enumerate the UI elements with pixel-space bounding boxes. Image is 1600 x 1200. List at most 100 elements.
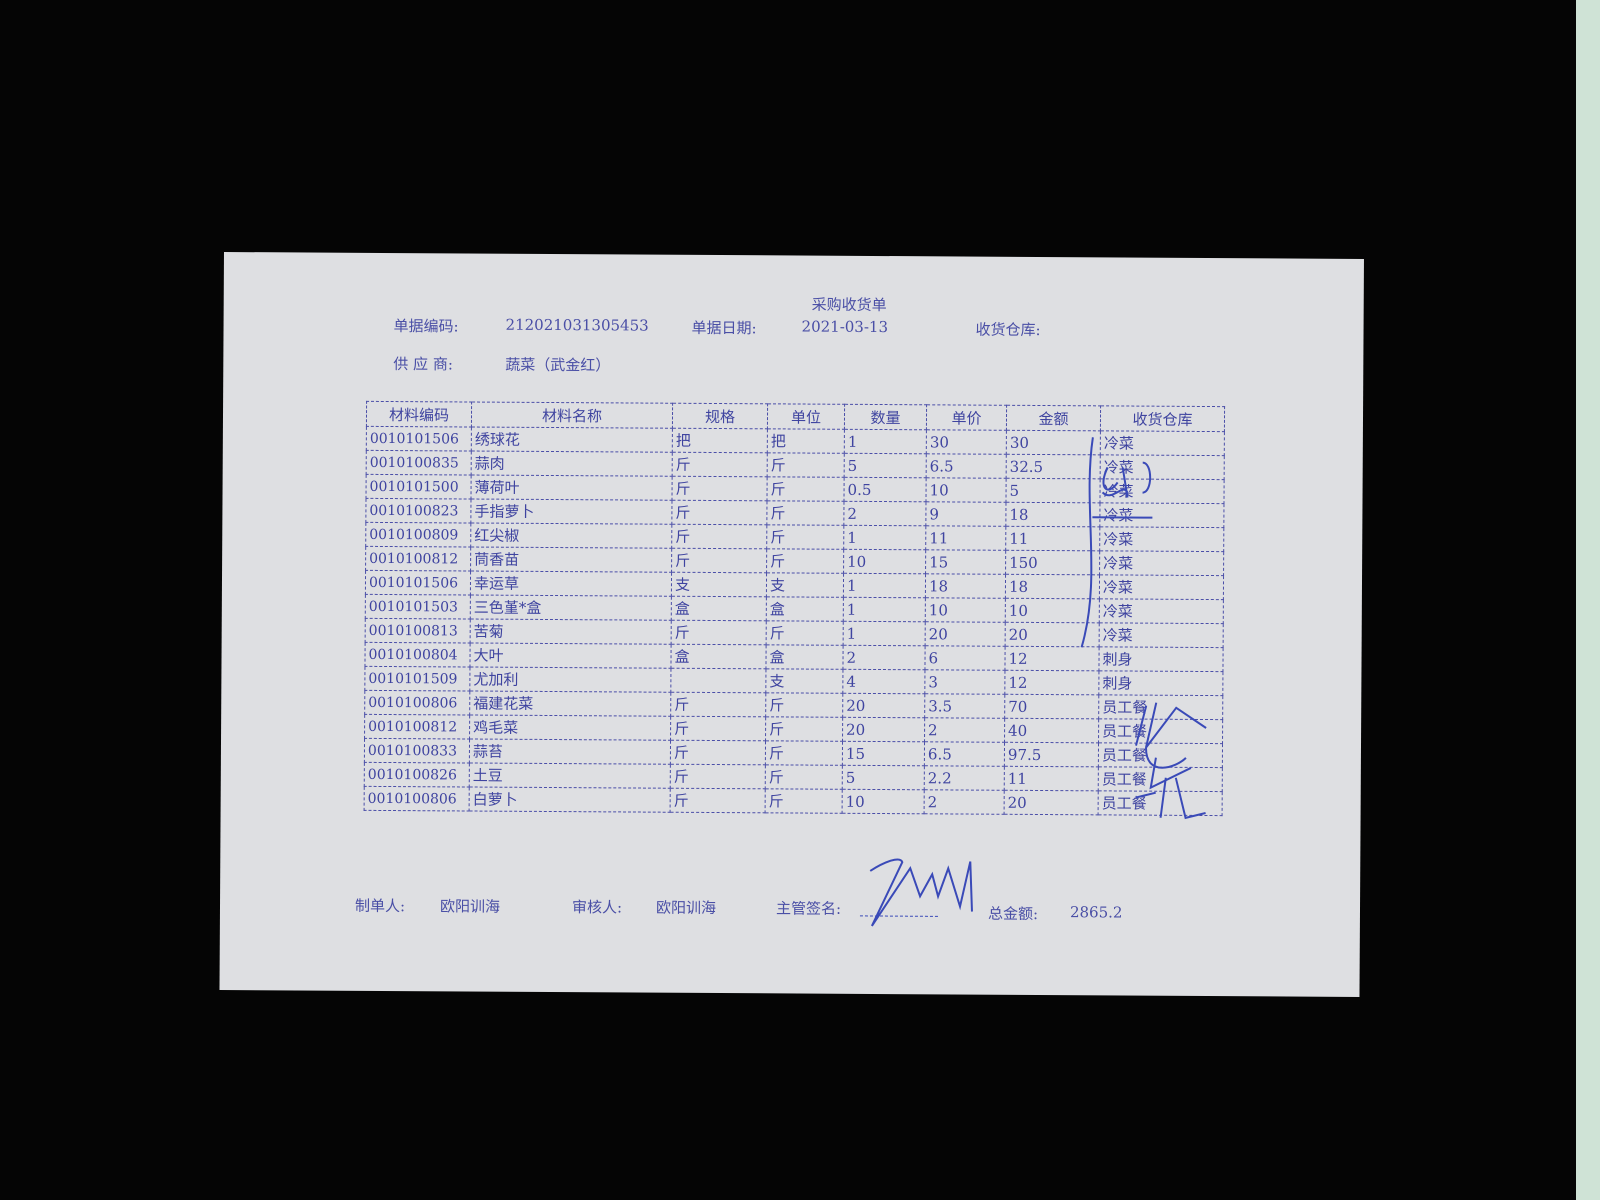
table-cell: 18 xyxy=(1005,574,1100,599)
table-cell: 手指萝卜 xyxy=(470,499,672,525)
table-cell: 员工餐 xyxy=(1098,718,1223,744)
table-cell: 斤 xyxy=(671,476,768,501)
table-cell: 三色堇*盒 xyxy=(470,595,672,621)
table-cell: 20 xyxy=(842,717,925,742)
supplier-label: 供 应 商: xyxy=(393,355,453,374)
table-cell: 1 xyxy=(843,597,926,622)
table-cell: 冷菜 xyxy=(1099,622,1224,648)
table-cell: 4 xyxy=(842,669,925,694)
table-cell: 支 xyxy=(766,572,844,598)
table-cell: 刺身 xyxy=(1098,646,1224,672)
table-cell: 红尖椒 xyxy=(470,523,672,549)
table-cell: 员工餐 xyxy=(1098,694,1223,720)
column-header: 收货仓库 xyxy=(1100,405,1225,432)
table-cell: 2.2 xyxy=(924,765,1005,791)
supplier: 蔬菜（武金红） xyxy=(505,355,611,375)
table-cell: 斤 xyxy=(670,692,766,717)
table-cell: 5 xyxy=(1005,478,1101,503)
table-cell: 1 xyxy=(843,621,926,646)
table-cell: 斤 xyxy=(670,764,766,789)
table-cell: 2 xyxy=(924,789,1005,815)
table-cell: 0010101509 xyxy=(364,666,470,692)
table-cell: 97.5 xyxy=(1004,742,1099,767)
table-cell: 70 xyxy=(1004,694,1099,719)
table-cell: 18 xyxy=(925,573,1006,599)
table-cell: 冷菜 xyxy=(1099,502,1224,528)
table-cell: 3.5 xyxy=(924,693,1005,719)
reviewer: 欧阳训海 xyxy=(655,898,717,918)
table-cell: 斤 xyxy=(671,524,767,549)
table-cell: 11 xyxy=(1005,526,1100,551)
table-cell: 支 xyxy=(765,668,843,694)
table-cell: 6.5 xyxy=(924,741,1005,767)
table-cell: 150 xyxy=(1005,550,1100,575)
table-cell: 茼香苗 xyxy=(470,547,672,573)
table-cell: 0010100809 xyxy=(365,522,471,548)
table-cell: 30 xyxy=(1006,430,1101,455)
table-cell: 白萝卜 xyxy=(469,787,671,813)
items-table: 材料编码 材料名称 规格 单位 数量 单价 金额 收货仓库 0010101506 绣球花把把 1 3… xyxy=(364,401,1225,816)
table-cell: 把 xyxy=(672,428,768,453)
table-cell: 斤 xyxy=(672,452,768,477)
supervisor-label: 主管签名: xyxy=(775,899,842,918)
table-cell: 20 xyxy=(1005,622,1100,647)
total-label: 总金额: xyxy=(987,904,1039,923)
table-cell: 土豆 xyxy=(469,763,671,789)
column-header: 金额 xyxy=(1006,405,1101,431)
supervisor-signature xyxy=(869,858,973,927)
table-cell: 刺身 xyxy=(1098,670,1223,696)
table-cell: 支 xyxy=(671,572,767,597)
table-cell: 15 xyxy=(842,741,925,766)
table-cell: 0010100826 xyxy=(364,762,470,788)
table-cell: 冷菜 xyxy=(1099,550,1224,576)
table-cell: 2 xyxy=(842,645,926,670)
background-edge xyxy=(1576,0,1600,1200)
table-cell: 冷菜 xyxy=(1099,598,1224,624)
date: 2021-03-13 xyxy=(801,317,889,337)
table-cell: 盒 xyxy=(670,644,767,669)
table-cell: 20 xyxy=(842,693,925,718)
table-cell: 斤 xyxy=(766,524,844,550)
table-cell: 斤 xyxy=(670,740,766,765)
table-cell: 11 xyxy=(925,525,1006,551)
maker-label: 制单人: xyxy=(354,896,406,916)
table-cell: 把 xyxy=(767,428,845,454)
table-cell: 0010100833 xyxy=(364,738,470,764)
table-cell: 幸运草 xyxy=(470,571,672,597)
column-header: 材料编码 xyxy=(366,401,472,428)
table-cell: 斤 xyxy=(765,788,843,814)
table-cell: 11 xyxy=(1004,766,1099,791)
table-cell: 绣球花 xyxy=(471,427,673,453)
column-header: 单价 xyxy=(926,404,1007,431)
table-cell: 0010100835 xyxy=(366,450,472,476)
table-cell: 斤 xyxy=(766,500,844,526)
table-cell: 盒 xyxy=(765,644,844,670)
table-cell: 9 xyxy=(925,501,1006,527)
document-title: 采购收货单 xyxy=(811,295,887,315)
table-cell: 10 xyxy=(925,597,1006,623)
table-cell: 冷菜 xyxy=(1100,454,1225,480)
table-cell: 冷菜 xyxy=(1100,430,1225,456)
table-cell: 40 xyxy=(1004,718,1099,743)
table-cell: 0010101503 xyxy=(365,594,471,620)
table-cell: 18 xyxy=(1005,502,1100,527)
table-cell: 冷菜 xyxy=(1099,574,1224,600)
table-cell: 0010101506 xyxy=(366,426,472,452)
table-cell: 6 xyxy=(924,645,1006,671)
table-cell: 12 xyxy=(1004,670,1099,695)
table-cell: 盒 xyxy=(766,596,844,622)
table-cell: 鸡毛菜 xyxy=(469,715,671,741)
table-cell: 尤加利 xyxy=(469,667,671,693)
total-amount: 2865.2 xyxy=(1069,903,1123,922)
table-cell: 6.5 xyxy=(926,453,1007,479)
table-cell: 斤 xyxy=(767,452,845,478)
table-cell: 员工餐 xyxy=(1098,766,1223,792)
table-cell: 0010100804 xyxy=(364,642,471,668)
table-cell: 1 xyxy=(843,573,926,598)
table-cell: 冷菜 xyxy=(1099,526,1224,552)
table-cell: 蒜肉 xyxy=(471,451,673,477)
table-cell: 苦菊 xyxy=(470,619,672,645)
table-cell: 0010100806 xyxy=(364,690,470,716)
table-cell: 10 xyxy=(843,549,926,574)
table-cell: 1 xyxy=(843,525,926,550)
